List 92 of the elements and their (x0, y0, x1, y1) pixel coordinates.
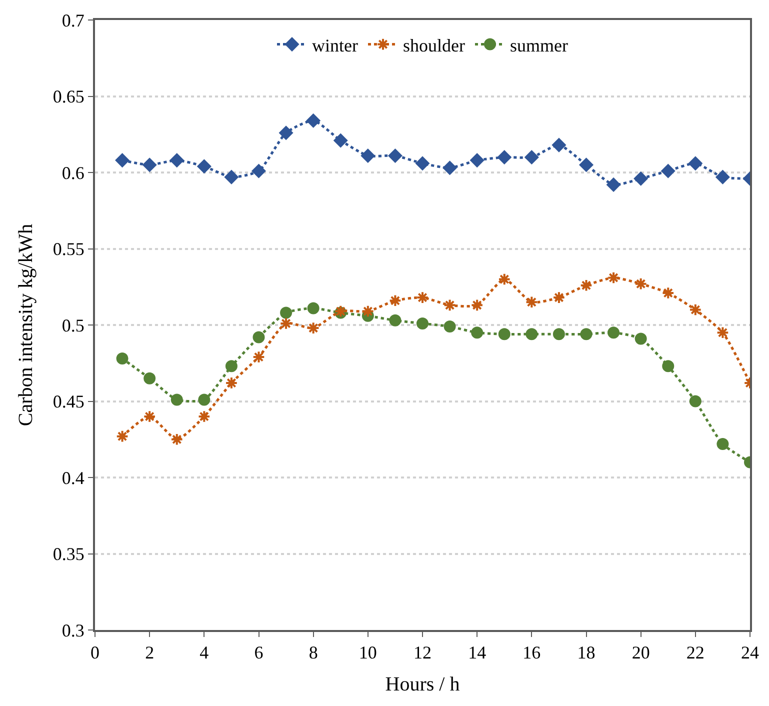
x-tick-label: 18 (577, 642, 596, 663)
point (306, 114, 320, 128)
point (525, 296, 538, 309)
y-tick-label: 0.5 (62, 315, 84, 336)
point (552, 138, 566, 152)
point (444, 320, 456, 333)
y-tick-label: 0.55 (52, 239, 84, 260)
point (662, 286, 675, 300)
x-tick-label: 20 (632, 642, 650, 663)
x-tick-label: 4 (200, 642, 209, 663)
legend-label: winter (312, 35, 358, 56)
point (252, 350, 266, 364)
y-tick-label: 0.6 (62, 162, 84, 183)
y-tick-label: 0.3 (62, 620, 84, 640)
point (116, 430, 129, 443)
x-tick-label: 2 (145, 642, 154, 663)
point (224, 170, 238, 184)
x-tick-label: 8 (308, 642, 318, 663)
point (470, 298, 484, 312)
point (225, 376, 238, 390)
y-tick-label: 0.4 (62, 468, 84, 488)
y-axis-title: Carbon intensity kg/kWh (14, 224, 37, 426)
point (498, 272, 511, 286)
point (170, 394, 183, 406)
point (471, 326, 484, 339)
point (279, 126, 293, 140)
point (470, 153, 484, 168)
point (689, 303, 702, 316)
point (143, 410, 156, 423)
point (144, 372, 156, 384)
point (416, 156, 430, 170)
point (361, 148, 375, 163)
point (115, 153, 130, 168)
point (580, 328, 592, 340)
point (416, 291, 429, 304)
legend-label: shoulder (402, 35, 465, 56)
point (498, 150, 512, 164)
point (198, 410, 211, 423)
x-tick-label: 10 (358, 642, 377, 663)
y-tick-label: 0.45 (52, 392, 84, 412)
x-tick-label: 14 (468, 642, 486, 663)
y-tick-label: 0.7 (62, 10, 84, 30)
point (170, 153, 184, 168)
point (634, 277, 648, 290)
point (170, 432, 184, 446)
point (634, 332, 647, 345)
y-tick-label: 0.35 (52, 544, 84, 564)
point (716, 438, 729, 450)
y-tick-label: 0.65 (52, 86, 84, 107)
point (307, 302, 320, 314)
point (225, 360, 238, 372)
point (443, 298, 456, 312)
point (524, 150, 539, 164)
point (442, 161, 457, 175)
point (252, 331, 265, 344)
point (252, 164, 266, 178)
x-axis-title: Hours / h (385, 674, 460, 696)
point (661, 164, 675, 178)
point (416, 317, 428, 330)
point (552, 328, 565, 340)
point (334, 134, 348, 148)
point (606, 178, 620, 192)
point (662, 360, 674, 372)
point (552, 291, 566, 304)
point (306, 322, 320, 334)
point (608, 326, 620, 339)
point (607, 271, 620, 284)
legend-label: summer (510, 35, 568, 56)
point (579, 158, 594, 172)
point (362, 304, 374, 318)
point (580, 278, 593, 292)
point (116, 352, 128, 365)
x-tick-label: 6 (254, 642, 264, 663)
x-tick-label: 12 (414, 642, 432, 663)
point (498, 328, 510, 340)
point (388, 294, 402, 307)
point (688, 156, 702, 170)
x-tick-label: 24 (741, 642, 759, 663)
x-tick-label: 0 (90, 642, 100, 663)
point (716, 170, 730, 184)
point (388, 148, 402, 163)
point (389, 314, 402, 326)
point (142, 158, 156, 172)
point (526, 328, 538, 340)
point (280, 306, 292, 319)
point (716, 326, 730, 340)
point (634, 172, 648, 186)
point (198, 394, 210, 406)
point (689, 395, 702, 408)
x-tick-label: 22 (686, 642, 704, 663)
point (197, 160, 212, 174)
x-tick-label: 16 (522, 642, 541, 663)
